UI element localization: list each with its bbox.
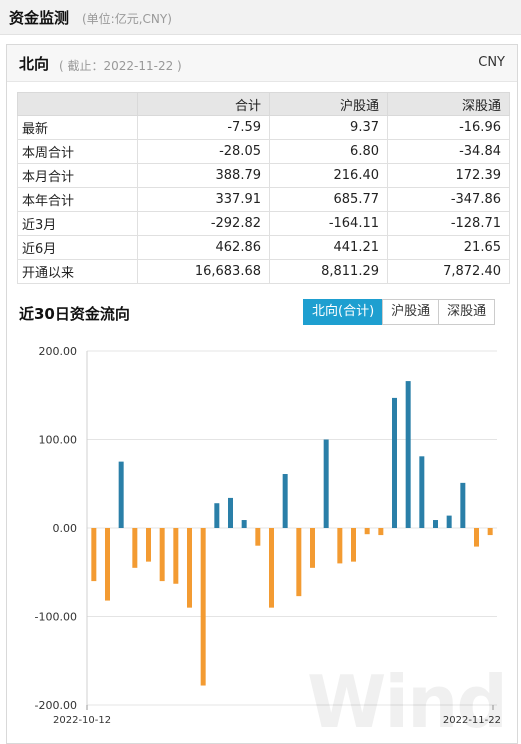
bar: [392, 397, 397, 528]
bar: [118, 461, 124, 528]
bar: [91, 528, 97, 582]
cell-shanghai: -164.11: [269, 211, 388, 236]
bar: [228, 497, 233, 528]
cell-shanghai: 6.80: [269, 139, 388, 164]
x-tick-label-start: 2022-10-12: [53, 715, 111, 726]
bar: [460, 482, 466, 528]
header-cell-shenzhen: 深股通: [387, 92, 510, 116]
cell-shanghai: 9.37: [269, 115, 388, 140]
y-tick-label: -100.00: [35, 611, 77, 624]
bar: [310, 528, 315, 568]
row-label: 最新: [17, 115, 138, 140]
bar: [214, 503, 220, 528]
bar: [487, 528, 493, 536]
header-cell-shanghai: 沪股通: [269, 92, 388, 116]
wind-watermark: Wind: [307, 660, 508, 744]
cell-total: 16,683.68: [137, 259, 270, 284]
bar: [173, 528, 179, 584]
table-row: 近3月 -292.82 -164.11 -128.71: [17, 211, 510, 236]
table-row: 本周合计 -28.05 6.80 -34.84: [17, 139, 510, 164]
bar: [405, 381, 411, 528]
bar: [159, 528, 165, 582]
table-header-row: 合计 沪股通 深股通: [17, 92, 510, 116]
northbound-panel: 北向 ( 截止：2022-11-22 ) CNY 合计 沪股通 深股通 最新 -7…: [6, 44, 518, 744]
row-label: 近6月: [17, 235, 138, 260]
currency-label: CNY: [478, 55, 505, 70]
bar: [132, 528, 138, 568]
cell-shenzhen: 7,872.40: [387, 259, 510, 284]
cell-total: 388.79: [137, 163, 270, 188]
cell-shenzhen: 172.39: [387, 163, 510, 188]
cell-shanghai: 441.21: [269, 235, 388, 260]
y-tick-label: -200.00: [35, 699, 77, 712]
as-of-date: ( 截止：2022-11-22 ): [59, 59, 182, 73]
panel-title: 北向: [19, 55, 50, 73]
bar: [351, 528, 356, 562]
cell-shenzhen: -128.71: [387, 211, 510, 236]
bar: [255, 528, 261, 546]
bar: [364, 528, 370, 535]
bar: [474, 528, 479, 547]
cell-shenzhen: -34.84: [387, 139, 510, 164]
y-tick-label: 0.00: [53, 522, 78, 535]
bar: [269, 528, 274, 608]
table-row: 开通以来 16,683.68 8,811.29 7,872.40: [17, 259, 510, 284]
table-row: 近6月 462.86 441.21 21.65: [17, 235, 510, 260]
bar: [146, 528, 151, 562]
table-row: 本年合计 337.91 685.77 -347.86: [17, 187, 510, 212]
row-label: 本周合计: [17, 139, 138, 164]
panel-header: 北向 ( 截止：2022-11-22 ) CNY: [7, 45, 517, 82]
y-tick-label: 200.00: [39, 345, 78, 358]
cell-total: 462.86: [137, 235, 270, 260]
unit-label: (单位:亿元,CNY): [82, 12, 172, 26]
bar: [200, 528, 206, 686]
bar: [282, 474, 288, 528]
row-label: 开通以来: [17, 259, 138, 284]
tab-northbound-total[interactable]: 北向(合计): [303, 299, 384, 325]
chart-tabs: 北向(合计) 沪股通 深股通: [303, 299, 496, 325]
row-label: 本年合计: [17, 187, 138, 212]
cell-total: -292.82: [137, 211, 270, 236]
row-label: 近3月: [17, 211, 138, 236]
table-row: 最新 -7.59 9.37 -16.96: [17, 115, 510, 140]
header-cell-total: 合计: [137, 92, 270, 116]
cell-shanghai: 216.40: [269, 163, 388, 188]
bar: [419, 456, 425, 528]
cell-shanghai: 8,811.29: [269, 259, 388, 284]
bar: [433, 520, 438, 528]
y-tick-label: 100.00: [39, 434, 78, 447]
bar: [187, 528, 192, 608]
bar: [323, 439, 329, 528]
flow-summary-table: 合计 沪股通 深股通 最新 -7.59 9.37 -16.96 本周合计 -28.05 6…: [17, 92, 510, 284]
tab-shanghai-connect[interactable]: 沪股通: [382, 299, 440, 325]
x-tick-label-end: 2022-11-22: [443, 715, 501, 726]
cell-shanghai: 685.77: [269, 187, 388, 212]
page-title: 资金监测: [9, 9, 70, 27]
cell-total: -28.05: [137, 139, 270, 164]
bar: [105, 528, 110, 601]
bar: [378, 528, 384, 536]
chart-section-title: 近30日资金流向: [19, 305, 130, 323]
bar: [446, 515, 452, 528]
flow-bar-chart: 200.00 100.00 0.00 -100.00 -200.00 2022-10-12…: [35, 345, 501, 726]
table-row: 本月合计 388.79 216.40 172.39: [17, 163, 510, 188]
cell-shenzhen: 21.65: [387, 235, 510, 260]
row-label: 本月合计: [17, 163, 138, 188]
cell-total: 337.91: [137, 187, 270, 212]
top-bar: 资金监测 (单位:亿元,CNY): [0, 0, 521, 35]
header-cell-label: [17, 92, 138, 116]
tab-shenzhen-connect[interactable]: 深股通: [438, 299, 496, 325]
bar: [296, 528, 302, 597]
cell-shenzhen: -347.86: [387, 187, 510, 212]
bar: [337, 528, 343, 564]
cell-shenzhen: -16.96: [387, 115, 510, 140]
cell-total: -7.59: [137, 115, 270, 140]
bar: [241, 520, 247, 528]
